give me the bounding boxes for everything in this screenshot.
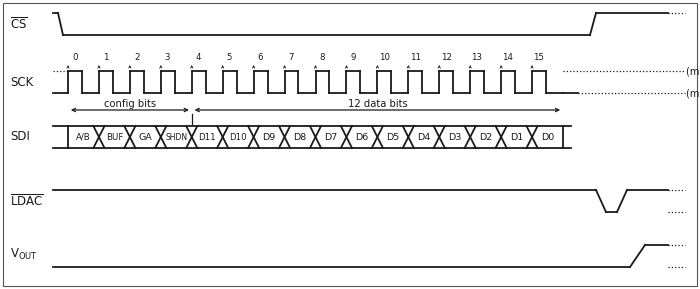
- Text: 3: 3: [165, 53, 170, 62]
- Text: 14: 14: [503, 53, 513, 62]
- Text: SCK: SCK: [10, 75, 34, 88]
- Text: 4: 4: [196, 53, 202, 62]
- Text: D4: D4: [417, 132, 430, 142]
- Text: V$_{\mathsf{OUT}}$: V$_{\mathsf{OUT}}$: [10, 247, 38, 262]
- Text: D1: D1: [510, 132, 523, 142]
- Text: 12: 12: [440, 53, 452, 62]
- Text: SDI: SDI: [10, 131, 30, 144]
- Text: 15: 15: [533, 53, 545, 62]
- Text: A/B: A/B: [76, 132, 91, 142]
- Text: 9: 9: [351, 53, 356, 62]
- Text: 12 data bits: 12 data bits: [347, 99, 407, 109]
- Text: $\overline{\mathsf{LDAC}}$: $\overline{\mathsf{LDAC}}$: [10, 193, 44, 209]
- Text: (mode 0,0): (mode 0,0): [686, 88, 700, 98]
- Text: $\overline{\mathsf{CS}}$: $\overline{\mathsf{CS}}$: [10, 16, 28, 32]
- Text: 13: 13: [472, 53, 482, 62]
- Text: D3: D3: [448, 132, 461, 142]
- Text: D5: D5: [386, 132, 400, 142]
- Text: 1: 1: [103, 53, 108, 62]
- Text: D9: D9: [262, 132, 276, 142]
- Text: D0: D0: [541, 132, 554, 142]
- Text: GA: GA: [139, 132, 152, 142]
- Text: 2: 2: [134, 53, 139, 62]
- Text: config bits: config bits: [104, 99, 156, 109]
- Text: 5: 5: [227, 53, 232, 62]
- Text: (mode 1,1): (mode 1,1): [686, 66, 700, 76]
- Text: 8: 8: [320, 53, 325, 62]
- Text: D8: D8: [293, 132, 307, 142]
- Text: 10: 10: [379, 53, 390, 62]
- Text: D6: D6: [356, 132, 368, 142]
- Text: D2: D2: [479, 132, 492, 142]
- Text: D10: D10: [230, 132, 247, 142]
- Text: BUF: BUF: [106, 132, 123, 142]
- Text: D11: D11: [198, 132, 216, 142]
- Text: 7: 7: [288, 53, 294, 62]
- Text: 0: 0: [72, 53, 78, 62]
- Text: 11: 11: [410, 53, 421, 62]
- Text: D7: D7: [324, 132, 337, 142]
- Text: SHDN: SHDN: [165, 132, 188, 142]
- Text: 6: 6: [258, 53, 263, 62]
